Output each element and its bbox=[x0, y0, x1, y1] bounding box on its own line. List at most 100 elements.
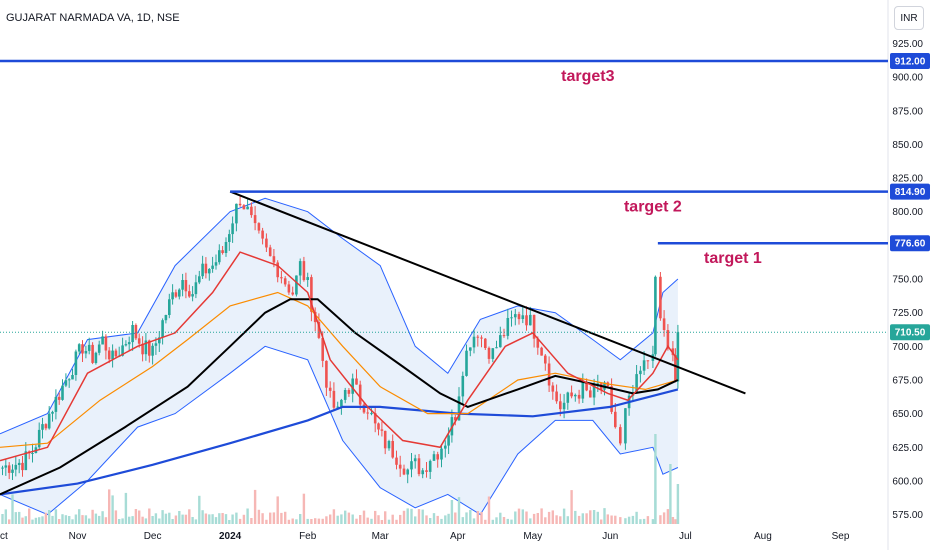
volume-bar bbox=[8, 519, 11, 524]
candle-body bbox=[24, 451, 28, 471]
volume-bar bbox=[336, 515, 339, 524]
volume-bar bbox=[228, 520, 231, 524]
price-tag-box bbox=[890, 324, 930, 341]
candle bbox=[164, 314, 168, 324]
candle bbox=[472, 329, 476, 354]
price-axis: 575.00 600.00 625.00 650.00 675.00 700.00 725.… bbox=[892, 39, 923, 521]
volume-bar bbox=[94, 513, 98, 524]
candle-body bbox=[184, 280, 188, 292]
candle-body bbox=[214, 262, 218, 266]
candle bbox=[562, 394, 566, 419]
candle bbox=[235, 203, 238, 232]
candle bbox=[178, 288, 181, 300]
candle bbox=[283, 276, 287, 287]
volume-bar bbox=[362, 510, 366, 524]
volume-bar bbox=[547, 511, 551, 524]
candle-body bbox=[107, 350, 111, 360]
candle-body bbox=[71, 375, 74, 380]
candle-body bbox=[355, 378, 358, 385]
candle bbox=[57, 392, 61, 405]
candle-body bbox=[366, 412, 369, 414]
volume-bar bbox=[440, 518, 443, 524]
candle-body bbox=[287, 284, 291, 293]
candle bbox=[87, 337, 91, 355]
candle-body bbox=[61, 385, 64, 400]
candle-body bbox=[480, 337, 483, 339]
candle bbox=[476, 334, 480, 347]
candle-body bbox=[506, 318, 510, 336]
candle bbox=[191, 286, 194, 302]
symbol-header: GUJARAT NARMADA VA, 1D, NSE bbox=[6, 12, 180, 24]
candle-body bbox=[581, 381, 585, 399]
volume-bar bbox=[421, 509, 424, 524]
candle-body bbox=[221, 250, 224, 253]
candle-body bbox=[395, 457, 398, 465]
candle-body bbox=[250, 206, 253, 216]
candle-body bbox=[57, 396, 61, 400]
candle-body bbox=[302, 261, 306, 281]
volume-bar bbox=[302, 493, 306, 524]
candle-body bbox=[440, 448, 443, 460]
candle bbox=[91, 342, 94, 365]
candle bbox=[228, 229, 231, 251]
candle bbox=[406, 468, 409, 484]
candle-body bbox=[81, 344, 84, 354]
volume-bar bbox=[265, 519, 268, 524]
candle-body bbox=[194, 282, 198, 295]
candle bbox=[676, 324, 680, 389]
candle-body bbox=[340, 399, 343, 407]
candle bbox=[181, 273, 184, 297]
candle bbox=[67, 378, 71, 388]
volume-bar bbox=[88, 518, 91, 524]
volume-bar bbox=[138, 510, 141, 524]
candle-body bbox=[585, 381, 588, 391]
volume-bar bbox=[370, 518, 373, 524]
candle bbox=[201, 255, 204, 279]
candle-body bbox=[321, 338, 324, 361]
volume-bar bbox=[325, 516, 328, 524]
candle-body bbox=[114, 350, 118, 357]
candle bbox=[402, 464, 406, 476]
volume-bar bbox=[329, 514, 332, 524]
volume-bar bbox=[108, 489, 111, 524]
candle-body bbox=[457, 396, 461, 421]
volume-bar bbox=[469, 509, 472, 524]
candle bbox=[4, 458, 8, 476]
candle bbox=[81, 340, 84, 362]
volume-bar bbox=[204, 513, 208, 524]
candle bbox=[94, 351, 98, 365]
candle-body bbox=[224, 242, 228, 253]
target-label: target 1 bbox=[704, 250, 762, 267]
volume-bar bbox=[295, 519, 298, 524]
candle-body bbox=[484, 338, 487, 348]
volume-bar bbox=[310, 519, 313, 524]
candle-body bbox=[31, 453, 34, 454]
candle bbox=[577, 389, 581, 404]
candle bbox=[47, 406, 51, 430]
candle bbox=[257, 222, 261, 234]
candle bbox=[444, 440, 447, 458]
candle-body bbox=[208, 269, 211, 274]
candle-body bbox=[521, 315, 525, 319]
candle bbox=[428, 459, 432, 479]
volume-bar bbox=[201, 510, 204, 524]
candle bbox=[387, 439, 391, 451]
volume-bar bbox=[154, 513, 158, 524]
volume-bar bbox=[355, 518, 358, 524]
candle bbox=[551, 382, 555, 400]
candle-body bbox=[447, 435, 450, 446]
time-tick-label: Feb bbox=[299, 531, 317, 542]
candle-body bbox=[111, 350, 114, 360]
candle bbox=[101, 330, 104, 345]
candle bbox=[574, 393, 577, 402]
candle bbox=[131, 321, 134, 351]
candle-body bbox=[540, 347, 543, 356]
candle-body bbox=[639, 370, 642, 375]
candle-body bbox=[144, 340, 148, 355]
candle-body bbox=[235, 203, 238, 224]
price-tick-label: 850.00 bbox=[892, 140, 923, 151]
currency-button[interactable]: INR bbox=[894, 6, 924, 30]
candle-body bbox=[91, 344, 94, 363]
